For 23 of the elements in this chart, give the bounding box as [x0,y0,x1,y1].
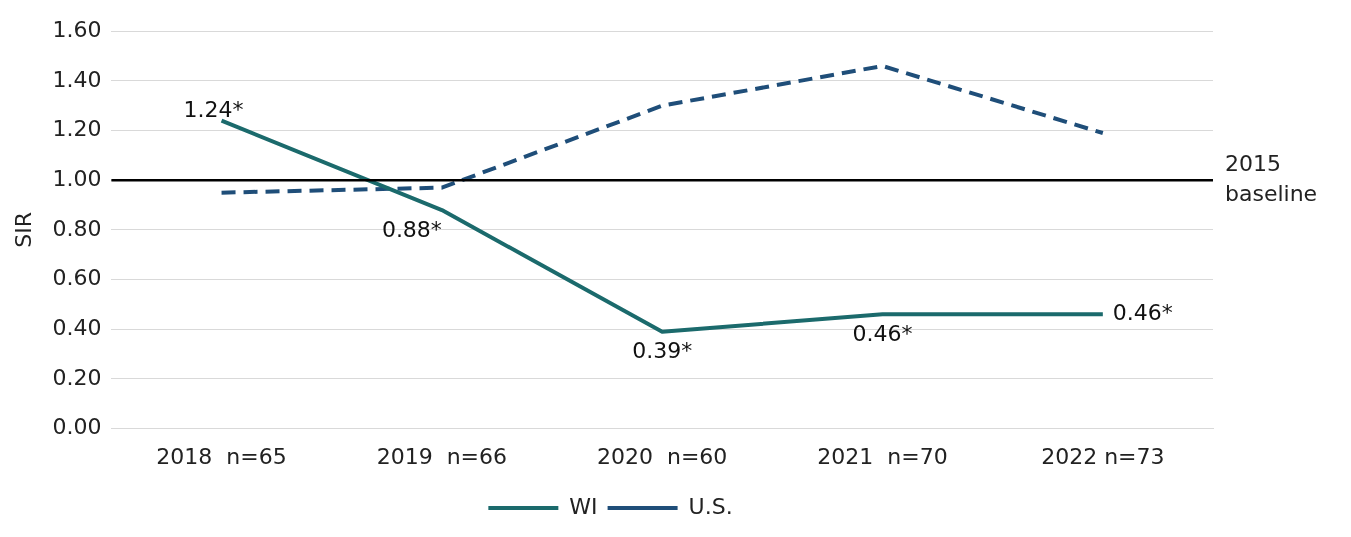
y-tick-label: 1.60 [52,16,102,42]
data-label: 0.46* [1112,300,1173,326]
x-tick-label: 2020 n=60 [597,443,728,469]
data-label: 0.88* [381,216,442,242]
legend-label: U.S. [688,493,733,519]
y-tick-label: 1.40 [52,66,102,92]
y-tick-label: 0.80 [52,215,102,241]
data-label: 0.39* [632,338,693,364]
x-tick-label: 2022 n=73 [1041,443,1165,469]
x-tick-label: 2018 n=65 [156,443,287,469]
data-label: 1.24* [183,97,244,123]
y-tick-label: 1.20 [52,116,102,142]
ref-line-label: 2015 baseline [1225,150,1318,206]
legend-label: WI [569,493,598,519]
y-tick-label: 1.00 [52,165,102,191]
x-tick-label: 2019 n=66 [376,443,508,469]
y-tick-label: 0.40 [52,314,102,340]
y-axis-title: SIR [10,212,36,248]
y-tick-label: 0.00 [52,414,102,440]
y-tick-label: 0.60 [52,265,102,291]
y-tick-label: 0.20 [52,364,102,390]
data-label: 0.46* [852,321,913,347]
x-tick-label: 2021 n=70 [817,443,948,469]
